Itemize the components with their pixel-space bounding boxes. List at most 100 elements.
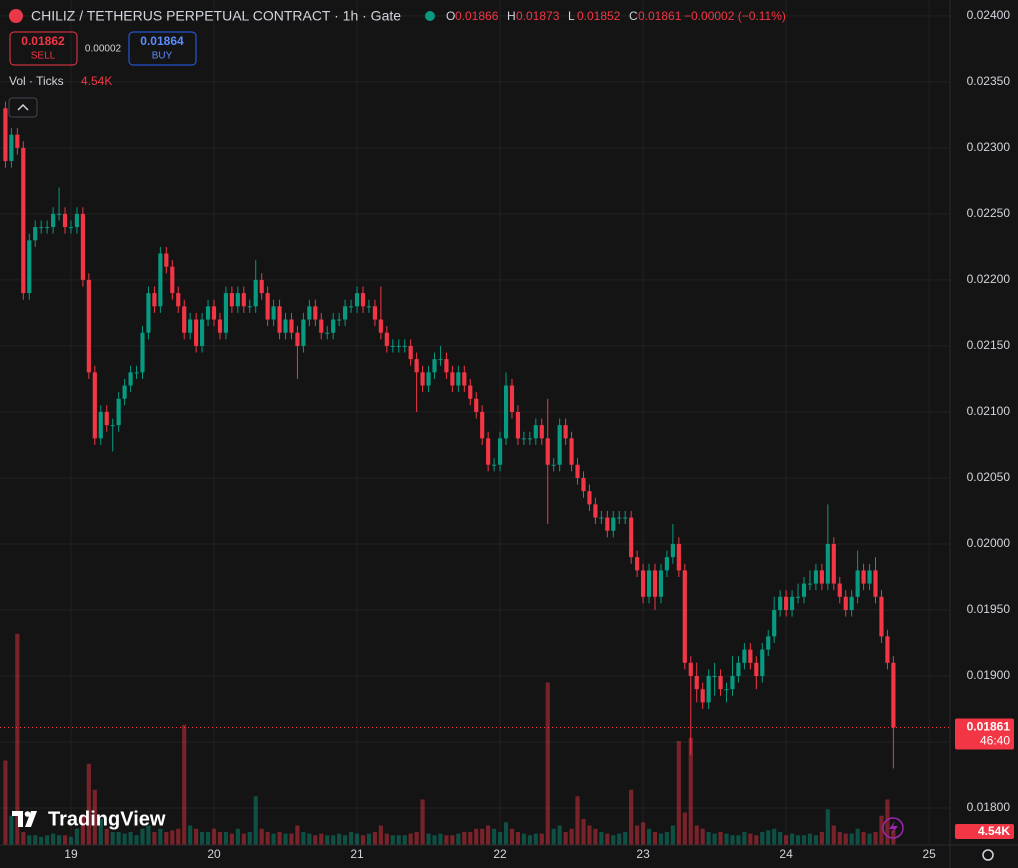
candle-body [426, 372, 431, 386]
alert-icon[interactable] [882, 817, 904, 839]
volume-bar [229, 833, 234, 845]
x-tick-label: 19 [64, 847, 78, 861]
candle-body [33, 227, 38, 241]
volume-bar [438, 833, 443, 845]
sell-price[interactable]: 0.01862 [21, 34, 65, 48]
candle-body [39, 227, 44, 229]
candle-body [635, 557, 640, 571]
volume-bar [360, 835, 366, 845]
collapse-button[interactable] [8, 97, 38, 118]
candle-body [515, 411, 521, 439]
candle-body [402, 345, 407, 347]
candle-body [68, 227, 74, 229]
volume-bar [843, 833, 848, 845]
candle-body [539, 425, 544, 439]
volume-bar [33, 835, 38, 845]
candle-body [611, 517, 616, 531]
candle-body [855, 570, 860, 597]
candle-body [748, 649, 753, 663]
candle-body [664, 557, 670, 571]
volume-bar [492, 828, 497, 845]
ohlc-value: 0.01866 [455, 9, 499, 23]
volume-bar [795, 835, 801, 845]
candle-body [217, 319, 223, 333]
volume-bar [390, 835, 395, 845]
x-tick-label: 21 [350, 847, 364, 861]
volume-bar [646, 828, 652, 845]
volume-bar [146, 825, 151, 845]
candle-body [223, 293, 229, 333]
volume-bar [110, 832, 115, 845]
candle-body [629, 517, 634, 558]
candle-body [462, 372, 467, 386]
volume-bar [688, 737, 693, 845]
volume-bar [74, 828, 80, 845]
volume-bar [170, 830, 175, 845]
volume-bar [271, 833, 276, 845]
countdown: 46:40 [980, 734, 1010, 748]
volume-bar [384, 833, 389, 845]
volume-bar [9, 815, 14, 845]
y-tick-label: 0.02300 [967, 140, 1011, 154]
volume-bar [295, 825, 300, 845]
volume-bar [521, 833, 526, 845]
candle-body [873, 570, 878, 597]
candle-body [241, 293, 246, 307]
volume-bar [658, 833, 664, 845]
volume-bar [265, 832, 270, 845]
change-value: −0.00002 (−0.11%) [684, 9, 786, 23]
candle-body [670, 543, 675, 558]
candle-body [557, 425, 562, 465]
volume-bar [152, 832, 157, 845]
volume-layer [3, 633, 896, 845]
volume-bar [867, 833, 872, 845]
candle-body [152, 293, 157, 307]
market-status[interactable] [425, 11, 435, 21]
candle-body [646, 570, 652, 597]
y-tick-label: 0.02000 [967, 536, 1011, 550]
buy-price[interactable]: 0.01864 [140, 34, 184, 48]
sell-button[interactable] [9, 31, 78, 66]
volume-bar [325, 835, 330, 845]
volume-bar [86, 763, 91, 845]
volume-bar [247, 832, 252, 845]
volume-bar [497, 832, 503, 845]
candle-body [444, 359, 449, 373]
buy-label[interactable]: BUY [152, 51, 173, 62]
candle-body [15, 134, 20, 148]
y-tick-label: 0.02050 [967, 470, 1011, 484]
volume-bar [664, 832, 670, 845]
candle-body [200, 319, 205, 346]
ohlc-key: H [507, 9, 516, 23]
candle-body [265, 293, 270, 320]
candle-body [617, 517, 622, 519]
candle-body [837, 583, 842, 597]
candle-body [205, 306, 211, 320]
ohlc-value: 0.01852 [577, 9, 621, 23]
candle-body [56, 213, 62, 215]
candle-body [581, 477, 586, 492]
candle-body [742, 649, 747, 663]
candle-body [3, 108, 8, 162]
candle-body [760, 649, 765, 676]
volume-bar [366, 833, 372, 845]
axes: 0.02400 0.02350 0.02300 0.02250 0.02200 0.021… [0, 8, 1014, 861]
last-price-tag [955, 718, 1014, 750]
y-tick-label: 0.02150 [967, 338, 1011, 352]
spread: 0.00002 [85, 44, 122, 55]
volume-bar [652, 832, 658, 845]
candle-body [712, 676, 717, 677]
candle-body [789, 596, 795, 610]
volume-bar [307, 833, 312, 845]
settings-button[interactable] [982, 849, 994, 861]
candle-body [736, 662, 741, 676]
volume-bar [348, 832, 354, 845]
buy-button[interactable] [128, 31, 197, 66]
volume-bar [194, 828, 199, 845]
sell-label[interactable]: SELL [31, 51, 56, 62]
volume-bar [623, 832, 628, 845]
volume-bar [354, 833, 360, 845]
volume-bar [223, 832, 229, 845]
volume-bar [629, 789, 634, 845]
